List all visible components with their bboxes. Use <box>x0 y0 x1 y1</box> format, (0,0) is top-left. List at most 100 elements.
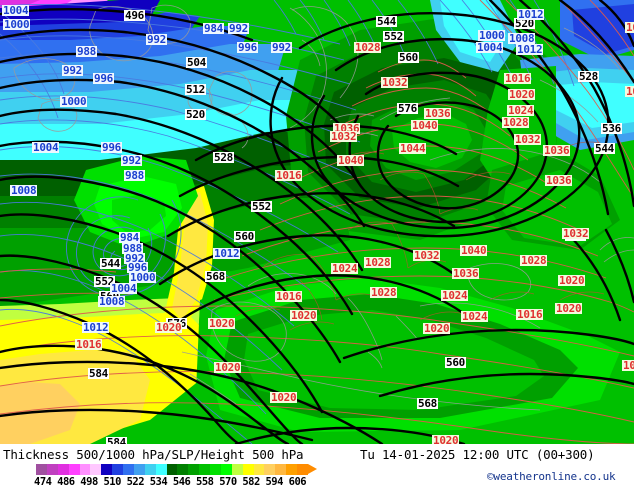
slp-isobar-label: 992 <box>228 22 249 35</box>
slp-isobar-label: 996 <box>237 41 258 54</box>
height-contour-label: 552 <box>94 275 115 288</box>
slp-isobar-label: 1016 <box>625 86 634 97</box>
slp-isobar-label: 992 <box>124 252 145 265</box>
slp-isobar-label: 1000 <box>478 29 506 42</box>
slp-isobar-label: 984 <box>119 231 140 244</box>
height-contour-label: 560 <box>398 51 419 64</box>
color-scale-tick: 558 <box>196 476 214 488</box>
color-scale-tick: 474 <box>34 476 52 488</box>
color-scale-tick: 582 <box>242 476 260 488</box>
height-contour-label: 552 <box>383 30 404 43</box>
height-contour-label: 560 <box>234 230 255 243</box>
height-contour-label: 520 <box>514 17 535 30</box>
color-scale-swatch <box>220 464 232 475</box>
slp-isobar-label: 1020 <box>555 302 583 315</box>
slp-isobar-label: 1024 <box>461 310 489 323</box>
color-scale-swatch <box>68 464 80 475</box>
slp-isobar-label: 1016 <box>625 22 634 33</box>
slp-isobar-label: 1020 <box>155 321 183 334</box>
slp-isobar-label: 992 <box>146 33 167 46</box>
color-scale-bar <box>36 464 308 475</box>
weather-map-canvas[interactable]: 496 504 512 520 528 552 560 544 552 560 … <box>0 0 634 444</box>
slp-isobar-label: 1036 <box>543 144 571 157</box>
color-scale-arrow <box>308 464 317 474</box>
slp-isobar-label: 1000 <box>60 95 88 108</box>
map-footer: Thickness 500/1000 hPa/SLP/Height 500 hP… <box>0 444 634 490</box>
height-contour-label: 528 <box>578 70 599 83</box>
slp-isobar-label: 1040 <box>411 119 439 132</box>
color-scale-swatch <box>144 464 156 475</box>
slp-isobar-label: 988 <box>124 169 145 182</box>
slp-isobar-label: 1024 <box>441 289 469 302</box>
color-scale-swatch <box>297 464 308 475</box>
slp-isobar-label: 1036 <box>545 174 573 187</box>
height-contour-label: 528 <box>213 151 234 164</box>
color-scale-tick: 594 <box>265 476 283 488</box>
height-contour-label: 504 <box>186 56 207 69</box>
slp-isobar-label: 988 <box>122 242 143 255</box>
slp-isobar-label: 1040 <box>337 154 365 167</box>
slp-isobar-label: 1028 <box>502 116 530 129</box>
color-scale-tick: 534 <box>149 476 168 488</box>
slp-isobar-label: 1016 <box>504 72 532 85</box>
slp-isobar-label: 1036 <box>333 122 361 135</box>
color-scale-tick: 510 <box>103 476 121 488</box>
slp-isobar-label: 1032 <box>514 133 542 146</box>
color-scale-swatch <box>199 464 210 475</box>
slp-isobar-label: 996 <box>101 141 122 154</box>
height-contour-label: 544 <box>100 257 121 270</box>
slp-isobar-label: 1004 <box>476 41 504 54</box>
color-scale-swatch <box>210 464 221 475</box>
color-scale-swatch <box>275 464 287 475</box>
color-scale-tick: 546 <box>172 476 191 488</box>
color-scale-swatch <box>155 464 167 475</box>
height-contour-label: 576 <box>397 102 418 115</box>
slp-isobar-label: 1036 <box>424 107 452 120</box>
height-contour-label: 552 <box>251 200 272 213</box>
height-contour-label: 568 <box>417 397 438 410</box>
color-scale-swatch <box>133 464 145 475</box>
color-scale-swatch <box>123 464 134 475</box>
slp-isobar-label: 1000 <box>3 18 31 31</box>
slp-isobar-label: 1044 <box>399 142 427 155</box>
height-contour-label: 520 <box>185 108 206 121</box>
slp-isobar-label: 984 <box>203 22 224 35</box>
color-scale-tick: 570 <box>219 476 237 488</box>
slp-isobar-label: 992 <box>121 154 142 167</box>
slp-isobar-label: 1024 <box>507 104 535 117</box>
slp-isobar-label: 1016 <box>75 338 103 351</box>
slp-isobar-label: 1012 <box>82 321 110 334</box>
color-scale-swatch <box>253 464 265 475</box>
slp-isobar-label: 1032 <box>381 76 409 89</box>
slp-isobar-label: 1012 <box>213 247 241 260</box>
color-scale-swatch <box>231 464 243 475</box>
map-title: Thickness 500/1000 hPa/SLP/Height 500 hP… <box>3 447 304 462</box>
slp-isobar-label: 996 <box>93 72 114 85</box>
color-scale-tick: 606 <box>288 476 307 488</box>
height-contour-label: 584 <box>106 437 127 444</box>
slp-isobar-label: 1008 <box>508 32 536 45</box>
slp-isobar-label: 1004 <box>2 4 30 17</box>
slp-isobar-label: 1040 <box>460 244 488 257</box>
height-contour-label: 544 <box>376 15 397 28</box>
color-scale-swatch <box>166 464 178 475</box>
color-scale-swatch <box>264 464 276 475</box>
height-contour-label: 584 <box>88 367 109 380</box>
color-scale-tick: 522 <box>126 476 145 488</box>
slp-isobar-label: 1032 <box>562 227 590 240</box>
slp-isobar-label: 1028 <box>520 254 548 267</box>
color-scale-tick: 498 <box>80 476 98 488</box>
color-scale-swatch <box>242 464 254 475</box>
color-scale-swatch <box>188 464 200 475</box>
slp-isobar-label: 1004 <box>32 141 60 154</box>
color-scale-swatch <box>177 464 189 475</box>
slp-isobar-label: 1020 <box>558 274 586 287</box>
height-contour-label: 512 <box>185 83 206 96</box>
slp-isobar-label: 1016 <box>516 308 544 321</box>
slp-isobar-label: 1020 <box>214 361 242 374</box>
slp-isobar-label: 1028 <box>370 286 398 299</box>
height-contour-label: 536 <box>601 122 622 135</box>
slp-isobar-label: 1016 <box>275 169 303 182</box>
slp-isobar-label: 988 <box>76 45 97 58</box>
